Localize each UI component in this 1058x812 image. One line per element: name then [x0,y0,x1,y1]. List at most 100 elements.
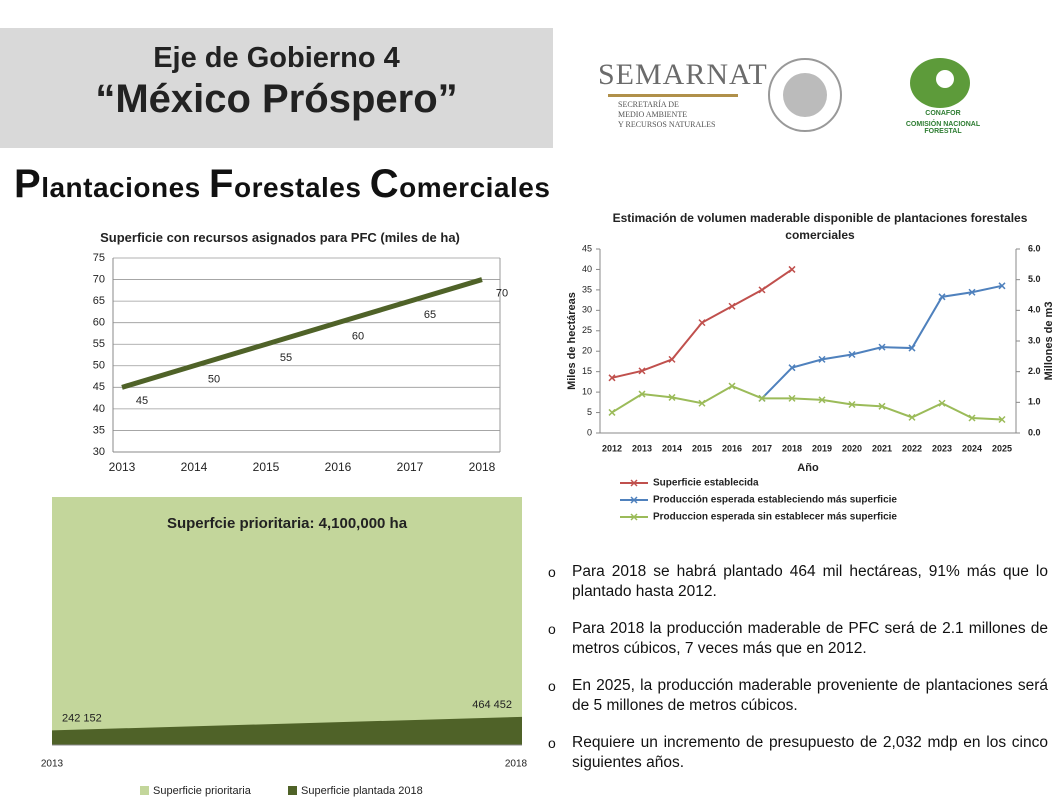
x-tick-label: 2015 [692,443,712,453]
header-subtitle: “México Próspero” [95,77,458,121]
y2-axis-title: Millones de m3 [1043,302,1055,381]
x-tick-label: 2019 [812,443,832,453]
y-tick-label: 30 [582,305,592,315]
marker [848,350,856,359]
legend-label: Superficie prioritaria [153,785,252,797]
data-label: 70 [496,287,508,299]
y-tick-label: 35 [93,424,105,436]
marker [938,399,946,407]
y2-tick-label: 2.0 [1028,366,1041,376]
logo-line: Y RECURSOS NATURALES [618,120,716,129]
y-tick-label: 65 [93,295,105,307]
data-label: 60 [352,331,364,343]
legend-label: Superficie establecida [653,478,759,489]
data-label: 464 452 [472,699,512,711]
y2-tick-label: 6.0 [1028,243,1041,253]
y-tick-label: 35 [582,284,592,294]
x-tick-label: 2018 [782,443,802,453]
bullet: Requiere un incremento de presupuesto de… [548,733,1048,773]
x-tick-label: 2024 [962,443,982,453]
logo-text: CONAFOR [925,110,961,117]
chart-title: Superficie con recursos asignados para P… [100,230,460,245]
y-tick-label: 60 [93,317,105,329]
y2-tick-label: 0.0 [1028,427,1041,437]
marker [728,302,736,310]
x-tick-label: 2014 [662,443,682,453]
marker [668,355,676,363]
y2-tick-label: 3.0 [1028,335,1041,345]
marker [818,396,826,404]
y2-tick-label: 1.0 [1028,397,1041,407]
marker [638,367,646,375]
legend-label: Producción esperada estableciendo más su… [653,495,897,506]
area [52,497,522,745]
marker [908,344,916,352]
marker [908,413,916,421]
y-axis-title: Miles de hectáreas [566,292,578,390]
semarnat-logo: SEMARNAT SECRETARÍA DE MEDIO AMBIENTE Y … [598,58,768,130]
marker [698,319,706,327]
marker [998,282,1006,290]
conafor-emblem [910,58,970,108]
series-line [611,384,1003,421]
y2-tick-label: 5.0 [1028,274,1041,284]
bullet: Para 2018 la producción maderable de PFC… [548,619,1048,659]
marker [938,293,946,301]
heading-word: orestales [233,172,362,203]
logo-text: SEMARNAT [598,58,768,91]
y-tick-label: 40 [582,264,592,274]
marker [630,496,638,504]
chart-title: Estimación de volumen maderable disponib… [612,211,1028,242]
y-tick-label: 70 [93,273,105,285]
y-tick-label: 10 [582,386,592,396]
legend-swatch [288,786,297,795]
series-line [121,277,483,390]
x-tick-label: 2016 [722,443,742,453]
x-tick-label: 2012 [602,443,622,453]
marker [878,402,886,410]
marker [788,394,796,402]
chart2-background [565,210,1050,525]
heading-initial: C [369,162,400,206]
y-tick-label: 0 [587,427,592,437]
heading: Plantaciones Forestales Comerciales [14,162,550,207]
marker [728,382,736,390]
y-tick-label: 75 [93,252,105,264]
x-tick-label: 2025 [992,443,1012,453]
x-tick-label: 2023 [932,443,952,453]
legend-label: Superficie plantada 2018 [301,785,423,797]
marker [608,408,616,416]
area [52,716,522,745]
marker [758,286,766,294]
marker [878,343,886,351]
heading-word: omerciales [399,172,551,203]
marker [638,390,646,398]
logo-line: SECRETARÍA DE [618,100,679,109]
data-label: 65 [424,309,436,321]
legend-label: Produccion esperada sin establecer más s… [653,512,897,523]
header-title: Eje de Gobierno 4 [153,42,400,74]
marker [788,265,796,273]
marker [788,364,796,372]
marker [968,414,976,422]
logo-rule [608,94,738,97]
x-tick-label: 2020 [842,443,862,453]
data-label: 50 [208,374,220,386]
heading-initial: F [209,162,234,206]
data-label: 242 152 [62,712,102,724]
y-tick-label: 45 [582,243,592,253]
emblem [768,58,842,132]
x-tick-label: 2013 [632,443,652,453]
marker [698,399,706,407]
bullet: En 2025, la producción maderable proveni… [548,676,1048,716]
bullet: Para 2018 se habrá plantado 464 mil hect… [548,562,1048,602]
conafor-tree [936,70,954,88]
x-tick-label: 2021 [872,443,892,453]
x-tick-label: 2013 [109,460,136,474]
emblem-ring [768,58,842,132]
bullet-list: Para 2018 se habrá plantado 464 mil hect… [548,562,1048,790]
marker [668,393,676,401]
y-tick-label: 25 [582,325,592,335]
x-tick-label: 2018 [505,759,528,770]
y-tick-label: 15 [582,366,592,376]
